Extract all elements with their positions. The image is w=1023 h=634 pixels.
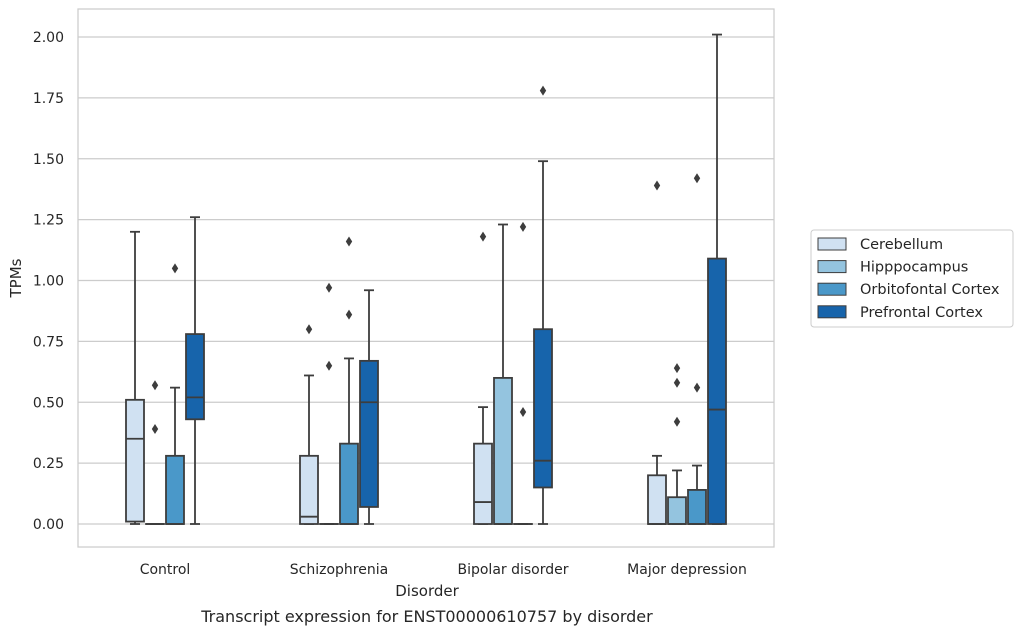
y-axis-ticks: 0.00 0.25 0.50 0.75 1.00 1.25 1.50 1.75 2.00 xyxy=(33,30,64,533)
outlier-point xyxy=(305,324,313,335)
outlier-point xyxy=(519,406,527,417)
x-axis-title: Disorder xyxy=(395,582,459,600)
box-2-0 xyxy=(165,263,185,525)
iqr-box xyxy=(707,257,727,525)
outlier-point xyxy=(345,236,353,247)
x-tick-label: Control xyxy=(140,562,191,578)
iqr-box xyxy=(493,376,513,525)
y-tick-label: 0.25 xyxy=(33,456,64,472)
outlier-point xyxy=(673,416,681,427)
legend-swatch xyxy=(817,305,847,319)
y-tick-label: 0.00 xyxy=(33,517,64,533)
outlier-point xyxy=(673,377,681,388)
box-series xyxy=(125,33,727,525)
box-2-1 xyxy=(339,236,359,525)
legend-frame xyxy=(810,229,1014,328)
outlier-point xyxy=(653,180,661,191)
y-tick-label: 1.00 xyxy=(33,274,64,290)
outlier-point xyxy=(479,231,487,242)
plot-area xyxy=(77,8,775,548)
box-2-2 xyxy=(513,221,533,525)
legend-label: Hipppocampus xyxy=(860,260,968,276)
outlier-point xyxy=(519,221,527,232)
outlier-point xyxy=(693,173,701,184)
iqr-box xyxy=(359,359,379,508)
box-3-0 xyxy=(185,216,205,525)
box-3-3 xyxy=(707,33,727,525)
outlier-point xyxy=(325,360,333,371)
y-tick-label: 1.25 xyxy=(33,213,64,229)
box-0-3 xyxy=(647,180,667,525)
y-axis-title: TPMs xyxy=(7,258,25,298)
iqr-box xyxy=(299,454,319,525)
y-tick-label: 0.75 xyxy=(33,334,64,350)
iqr-box xyxy=(125,398,145,523)
legend-swatch xyxy=(817,282,847,296)
iqr-box xyxy=(165,454,185,525)
outlier-point xyxy=(345,309,353,320)
outlier-point xyxy=(673,363,681,374)
x-tick-label: Schizophrenia xyxy=(290,562,388,578)
box-2-3 xyxy=(687,173,707,525)
box-1-0 xyxy=(145,380,165,525)
y-tick-label: 0.50 xyxy=(33,395,64,411)
box-3-2 xyxy=(533,85,553,525)
box-3-1 xyxy=(359,289,379,525)
x-tick-label: Bipolar disorder xyxy=(457,562,568,578)
iqr-box xyxy=(185,333,205,421)
x-axis-ticks: Control Schizophrenia Bipolar disorder Majo… xyxy=(140,562,747,578)
iqr-box xyxy=(667,496,687,525)
box-0-1 xyxy=(299,324,319,525)
box-1-1 xyxy=(319,282,339,525)
box-0-2 xyxy=(473,231,493,525)
legend: Cerebellum Hipppocampus Orbitofontal Corte… xyxy=(810,229,1014,328)
iqr-box xyxy=(533,328,553,489)
legend-label: Cerebellum xyxy=(860,237,943,253)
y-tick-label: 1.75 xyxy=(33,91,64,107)
legend-swatch xyxy=(817,237,847,251)
legend-label: Prefrontal Cortex xyxy=(860,305,983,321)
outlier-point xyxy=(325,282,333,293)
outlier-point xyxy=(539,85,547,96)
legend-label: Orbitofontal Cortex xyxy=(860,282,1000,298)
x-tick-label: Major depression xyxy=(627,562,747,578)
iqr-box xyxy=(339,442,359,525)
legend-swatch xyxy=(817,260,847,274)
iqr-box xyxy=(473,442,493,525)
box-1-2 xyxy=(493,223,513,525)
outlier-point xyxy=(151,424,159,435)
box-0-0 xyxy=(125,230,145,525)
y-tick-label: 2.00 xyxy=(33,30,64,46)
iqr-box xyxy=(647,474,667,525)
outlier-point xyxy=(693,382,701,393)
box-1-3 xyxy=(667,363,687,525)
outlier-point xyxy=(151,380,159,391)
outlier-point xyxy=(171,263,179,274)
chart-caption: Transcript expression for ENST0000061075… xyxy=(200,607,653,626)
y-tick-label: 1.50 xyxy=(33,152,64,168)
iqr-box xyxy=(687,489,707,525)
